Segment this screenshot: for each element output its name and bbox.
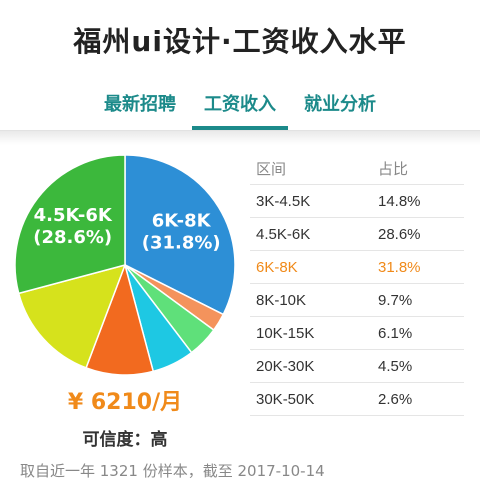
average-salary: ¥ 6210/月 <box>67 390 183 415</box>
header-range: 区间 <box>250 152 372 185</box>
pie-data-label: (28.6%) <box>33 227 112 248</box>
range-cell: 10K-15K <box>250 316 372 350</box>
share-cell: 6.1% <box>371 316 464 350</box>
pie-data-label: (31.8%) <box>142 232 221 253</box>
tab-bar: 最新招聘 工资收入 就业分析 <box>0 84 480 131</box>
table-row: 6K-8K 31.8% <box>250 250 464 284</box>
share-cell: 31.8% <box>371 250 464 284</box>
tab-employment-analysis[interactable]: 就业分析 <box>304 94 376 115</box>
section-divider <box>0 131 480 145</box>
range-cell: 4.5K-6K <box>250 217 372 251</box>
share-cell: 9.7% <box>371 283 464 317</box>
header-share: 占比 <box>371 152 464 185</box>
salary-pie-chart: 6K-8K(31.8%) 4.5K-6K(28.6%) <box>14 154 236 376</box>
share-cell: 2.6% <box>371 382 464 416</box>
table-row: 20K-30K 4.5% <box>250 349 464 383</box>
table-row: 30K-50K 2.6% <box>250 382 464 416</box>
pie-data-label: 6K-8K <box>152 210 212 231</box>
pie-data-label: 4.5K-6K <box>34 205 113 226</box>
range-cell: 30K-50K <box>250 382 372 416</box>
pie-slice-6K-8K <box>124 154 236 316</box>
table-row: 3K-4.5K 14.8% <box>250 184 464 218</box>
share-cell: 28.6% <box>371 217 464 251</box>
tab-latest-jobs[interactable]: 最新招聘 <box>104 94 176 115</box>
sample-footnote: 取自近一年 1321 份样本，截至 2017-10-14 <box>20 462 325 480</box>
confidence-level: 可信度：高 <box>82 430 168 450</box>
page-title: 福州ui设计·工资收入水平 <box>73 25 407 58</box>
range-cell: 6K-8K <box>250 250 372 284</box>
share-cell: 4.5% <box>371 349 464 383</box>
table-header-row: 区间 占比 <box>250 152 464 185</box>
table-row: 4.5K-6K 28.6% <box>250 217 464 251</box>
share-cell: 14.8% <box>371 184 464 218</box>
range-cell: 8K-10K <box>250 283 372 317</box>
table-row: 8K-10K 9.7% <box>250 283 464 317</box>
range-cell: 20K-30K <box>250 349 372 383</box>
pie-slice-3K-4.5K <box>17 263 127 369</box>
pie-slice-4.5K-6K <box>14 154 126 295</box>
table-row: 10K-15K 6.1% <box>250 316 464 350</box>
tab-salary[interactable]: 工资收入 <box>192 84 288 130</box>
salary-distribution-table: 区间 占比 3K-4.5K 14.8% 4.5K-6K 28.6% 6K-8K 31.… <box>250 152 464 416</box>
range-cell: 3K-4.5K <box>250 184 372 218</box>
